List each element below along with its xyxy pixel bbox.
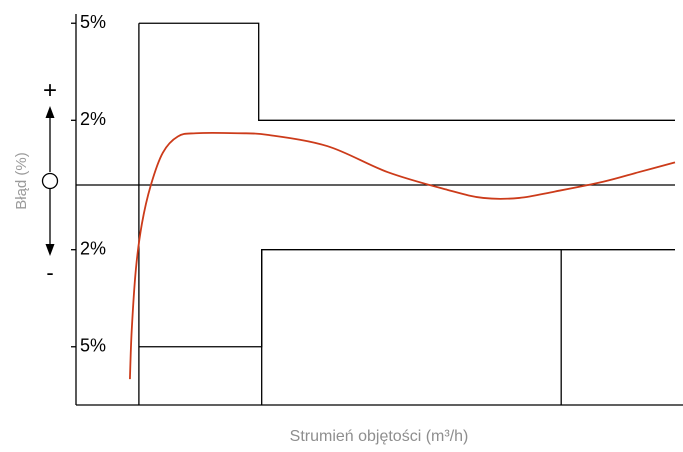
zero-circle-icon <box>41 172 59 190</box>
axes <box>75 14 683 406</box>
y-tick-label: 2% <box>80 109 106 129</box>
up-arrow-icon <box>45 106 55 118</box>
plus-marker: + <box>43 77 57 104</box>
upper-error-limit <box>138 22 675 121</box>
down-arrow-icon <box>45 244 55 256</box>
y-tick-label: 5% <box>80 12 106 32</box>
y-tick-label: 5% <box>80 336 106 356</box>
series <box>129 132 676 380</box>
y-direction-indicator: + - <box>41 77 59 285</box>
y-axis-label: Błąd (%) <box>13 152 30 210</box>
y-ticks: 5% 2% 2% 5% <box>71 12 106 356</box>
x-axis-label: Strumień objętości (m³/h) <box>290 428 469 445</box>
error-limits <box>138 22 675 405</box>
error-curve <box>129 132 676 380</box>
lower-error-limit <box>138 249 675 348</box>
minus-marker: - <box>46 260 53 285</box>
y-tick-label: 2% <box>80 238 106 258</box>
